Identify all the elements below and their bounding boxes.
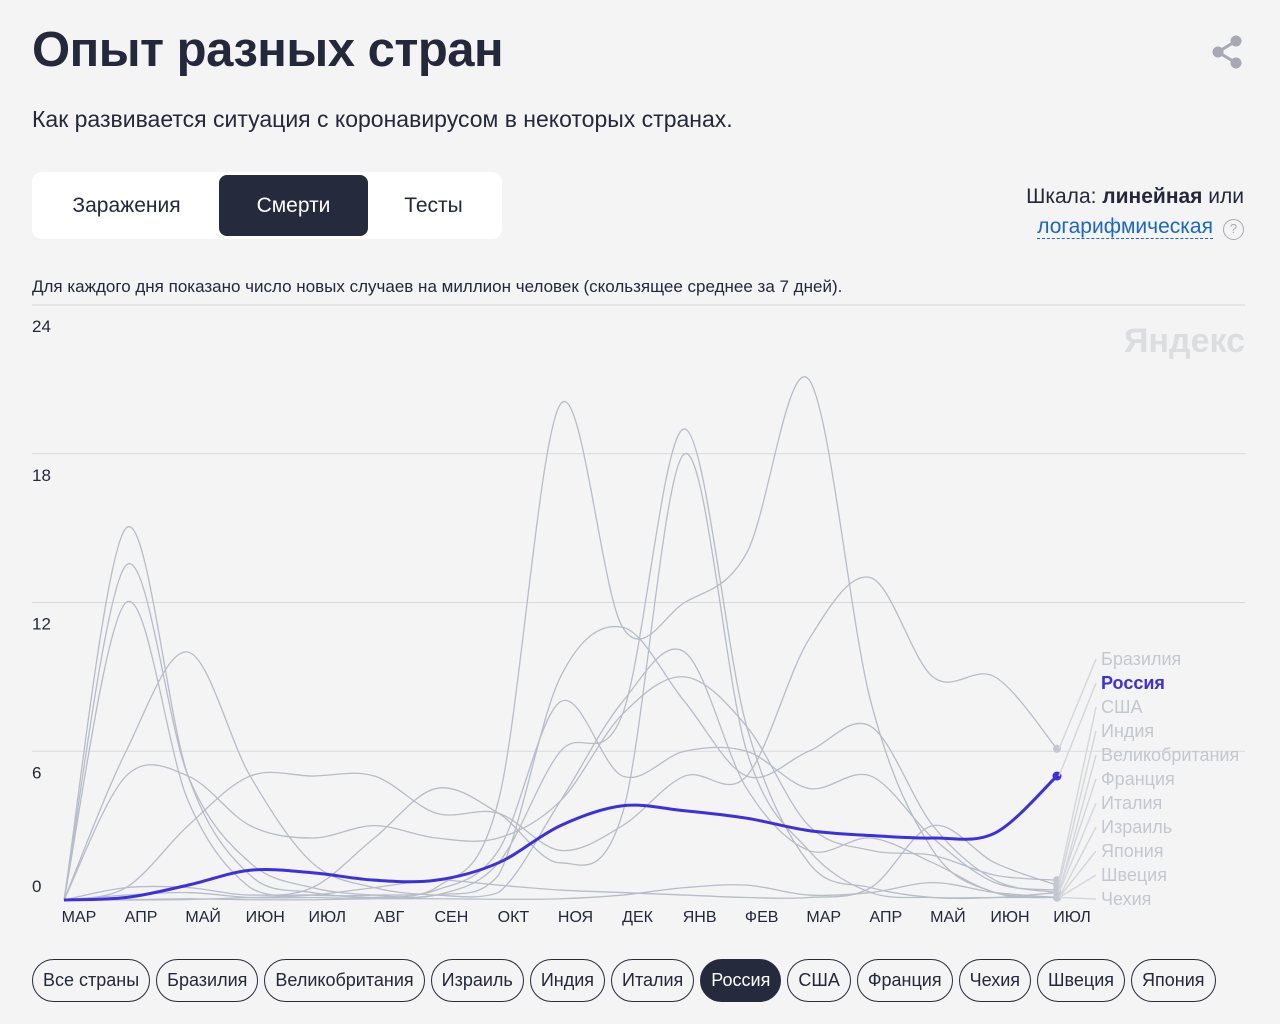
series-line-9 xyxy=(63,824,1058,901)
filter-all[interactable]: Все страны xyxy=(32,959,151,1002)
x-tick-label: ИЮН xyxy=(990,909,1029,926)
page-subtitle: Как развивается ситуация с коронавирусом… xyxy=(32,106,733,132)
chart-grid xyxy=(32,304,1245,752)
yandex-watermark: Яндекс xyxy=(1124,322,1245,360)
series-lines xyxy=(63,376,1059,902)
y-axis: 0 6 12 18 24 xyxy=(32,317,51,896)
chart-legend: Бразилия Россия США Индия Великобритания Фран… xyxy=(1101,649,1239,909)
page-title: Опыт разных стран xyxy=(32,23,504,77)
filter-russia[interactable]: Россия xyxy=(700,959,782,1002)
series-endpoint xyxy=(1053,744,1061,753)
legend-label[interactable]: Чехия xyxy=(1101,889,1151,909)
scale-prefix: Шкала: xyxy=(1026,185,1097,208)
legend-leader xyxy=(1058,658,1097,750)
x-tick-label: МАЙ xyxy=(185,907,221,926)
x-tick-label: СЕН xyxy=(434,909,468,926)
x-tick-label: МАР xyxy=(62,909,97,926)
series-line-10 xyxy=(63,881,1058,901)
legend-leader xyxy=(1058,850,1097,898)
share-icon[interactable] xyxy=(1210,34,1244,70)
series-line-6 xyxy=(63,376,1058,901)
x-tick-label: ИЮЛ xyxy=(309,909,346,926)
country-filter: Все страны Бразилия Великобритания Израи… xyxy=(32,959,1216,1002)
chart-note: Для каждого дня показано число новых слу… xyxy=(32,277,843,296)
scale-current: линейная xyxy=(1102,185,1203,208)
x-tick-label: НОЯ xyxy=(558,909,593,926)
series-line-1 xyxy=(63,576,1058,901)
legend-leader xyxy=(1058,874,1097,899)
filter-israel[interactable]: Израиль xyxy=(430,959,524,1002)
legend-label[interactable]: США xyxy=(1101,697,1143,717)
filter-usa[interactable]: США xyxy=(787,959,851,1002)
legend-label[interactable]: Япония xyxy=(1101,841,1164,861)
legend-leader xyxy=(1058,778,1097,891)
help-icon[interactable]: ? xyxy=(1223,219,1244,240)
filter-japan[interactable]: Япония xyxy=(1131,959,1216,1002)
y-tick-label: 18 xyxy=(32,466,51,485)
filter-uk[interactable]: Великобритания xyxy=(264,959,425,1002)
legend-label[interactable]: Индия xyxy=(1101,721,1154,741)
scale-log-link[interactable]: логарифмическая xyxy=(1037,215,1213,239)
x-tick-label: МАЙ xyxy=(930,907,966,926)
tab-deaths[interactable]: Смерти xyxy=(219,175,368,236)
legend-label[interactable]: Израиль xyxy=(1101,817,1172,837)
filter-italy[interactable]: Италия xyxy=(611,959,695,1002)
legend-label[interactable]: Италия xyxy=(1101,793,1162,813)
legend-leader xyxy=(1058,730,1097,886)
series-line-0 xyxy=(63,774,1059,902)
series-line-2 xyxy=(63,428,1058,901)
series-line-4 xyxy=(63,600,1058,901)
legend-leader xyxy=(1058,826,1097,898)
legend-label[interactable]: Бразилия xyxy=(1101,649,1181,669)
series-line-7 xyxy=(63,453,1057,901)
filter-india[interactable]: Индия xyxy=(529,959,605,1002)
series-line-8 xyxy=(63,648,1058,901)
legend-leader xyxy=(1058,896,1097,900)
legend-leaders xyxy=(1058,658,1097,900)
legend-leader xyxy=(1058,802,1097,893)
filter-sweden[interactable]: Швеция xyxy=(1037,959,1126,1002)
x-tick-label: ОКТ xyxy=(498,909,530,926)
scale-or: или xyxy=(1208,185,1244,208)
x-tick-label: АПР xyxy=(125,909,158,926)
x-tick-label: ЯНВ xyxy=(683,909,717,926)
legend-label[interactable]: Швеция xyxy=(1101,865,1167,885)
filter-france[interactable]: Франция xyxy=(856,959,953,1002)
y-tick-label: 24 xyxy=(32,317,51,336)
legend-leader xyxy=(1058,682,1097,777)
x-tick-label: ИЮН xyxy=(246,909,285,926)
tab-infections[interactable]: Заражения xyxy=(72,194,181,217)
series-line-5 xyxy=(63,676,1058,901)
filter-brazil[interactable]: Бразилия xyxy=(156,959,259,1002)
series-endpoint xyxy=(1053,893,1061,902)
deaths-chart: 0 6 12 18 24 Яндекс Бразилия Россия США Индия Ве… xyxy=(32,304,1245,926)
legend-leader xyxy=(1058,706,1097,881)
x-tick-label: АПР xyxy=(869,909,902,926)
x-tick-label: ИЮЛ xyxy=(1053,909,1090,926)
x-tick-label: МАР xyxy=(806,909,841,926)
scale-switcher: Шкала: линейная или логарифмическая? xyxy=(1026,182,1244,242)
tab-tests[interactable]: Тесты xyxy=(404,194,463,217)
y-tick-label: 0 xyxy=(32,877,41,896)
x-tick-label: ДЕК xyxy=(622,909,654,926)
x-tick-label: ФЕВ xyxy=(745,909,779,926)
x-axis: МАР АПР МАЙ ИЮН ИЮЛ АВГ СЕН ОКТ НОЯ ДЕК ЯНВ ФЕВ МАР А… xyxy=(62,907,1091,926)
legend-label[interactable]: Франция xyxy=(1101,769,1175,789)
filter-czechia[interactable]: Чехия xyxy=(958,959,1032,1002)
x-tick-label: АВГ xyxy=(374,909,404,926)
y-tick-label: 6 xyxy=(32,763,41,782)
series-line-3 xyxy=(63,526,1058,901)
legend-label[interactable]: Великобритания xyxy=(1101,745,1239,765)
legend-label[interactable]: Россия xyxy=(1101,673,1165,693)
metric-tabs: Заражения Смерти Тесты xyxy=(32,172,502,239)
y-tick-label: 12 xyxy=(32,615,51,634)
